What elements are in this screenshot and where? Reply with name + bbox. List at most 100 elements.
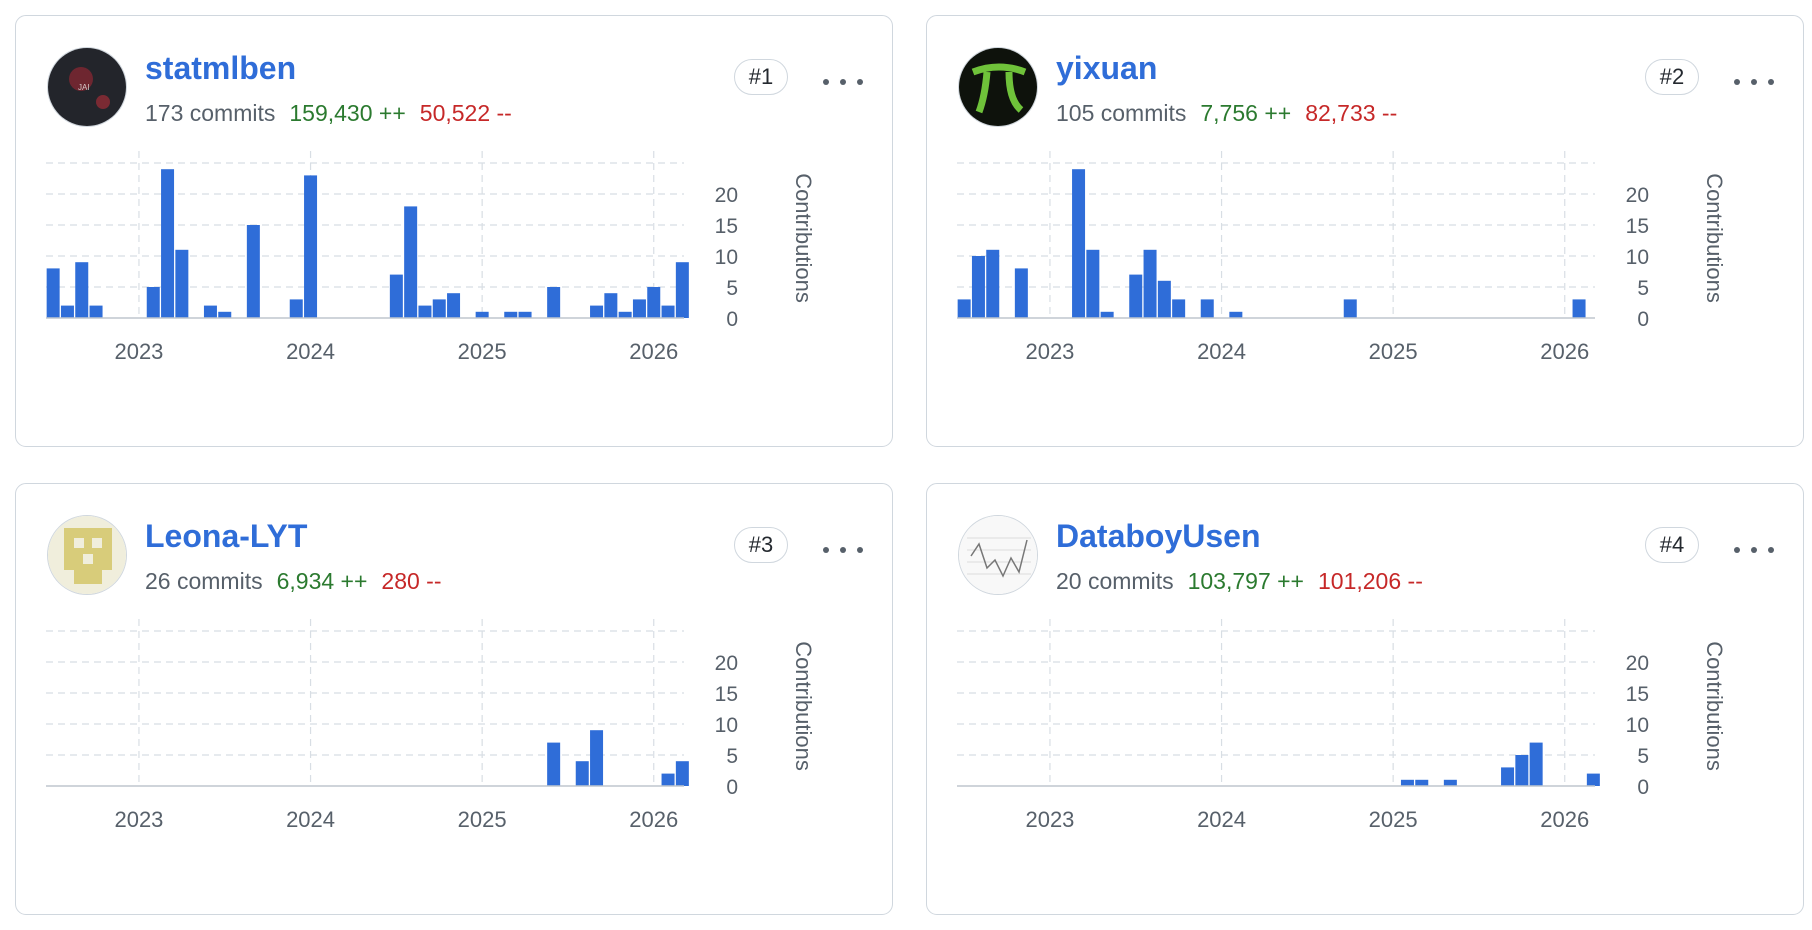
x-tick-label: 2024 (286, 807, 335, 832)
y-tick-label: 10 (715, 246, 738, 269)
more-options-icon[interactable] (1734, 72, 1774, 92)
username-link[interactable]: DataboyUsen (1056, 518, 1261, 554)
username-link[interactable]: Leona-LYT (145, 518, 308, 554)
y-tick-label: 15 (715, 683, 738, 706)
contribution-bar[interactable] (675, 262, 689, 318)
contribution-bar[interactable] (246, 225, 260, 318)
username-link[interactable]: yixuan (1056, 50, 1158, 86)
avatar[interactable] (958, 47, 1038, 127)
contribution-bar[interactable] (60, 305, 74, 318)
y-tick-label: 10 (715, 714, 738, 737)
more-options-icon[interactable] (823, 72, 863, 92)
y-axis-label: Contributions (791, 641, 816, 771)
y-tick-label: 20 (715, 652, 738, 675)
contribution-bar[interactable] (632, 299, 646, 318)
y-tick-label: 5 (726, 745, 738, 768)
contribution-bar[interactable] (1072, 169, 1086, 318)
y-tick-label: 0 (1637, 776, 1649, 799)
y-tick-label: 20 (1626, 652, 1649, 675)
contribution-bar[interactable] (46, 268, 60, 318)
rank-badge: #1 (734, 59, 788, 95)
contribution-bar[interactable] (1586, 773, 1600, 786)
contribution-bar[interactable] (289, 299, 303, 318)
contribution-bar[interactable] (590, 730, 604, 786)
avatar[interactable] (47, 515, 127, 595)
contribution-bar[interactable] (575, 761, 589, 786)
contribution-bar[interactable] (1343, 299, 1357, 318)
contribution-bar[interactable] (1014, 268, 1028, 318)
contribution-bar[interactable] (590, 305, 604, 318)
contribution-bar[interactable] (1572, 299, 1586, 318)
contributor-card: yixuan 105 commits 7,756 ++ 82,733 -- #2 2… (926, 15, 1804, 447)
contribution-bar[interactable] (604, 293, 618, 318)
y-tick-label: 15 (1626, 215, 1649, 238)
contribution-bar[interactable] (1100, 311, 1114, 318)
contribution-bar[interactable] (447, 293, 461, 318)
contribution-bar[interactable] (504, 311, 518, 318)
contribution-bar[interactable] (1415, 779, 1429, 786)
contribution-bar[interactable] (161, 169, 175, 318)
contribution-bar[interactable] (1157, 280, 1171, 318)
contribution-bar[interactable] (418, 305, 432, 318)
contribution-bar[interactable] (547, 287, 561, 318)
x-tick-label: 2024 (286, 339, 335, 364)
contribution-bar[interactable] (475, 311, 489, 318)
contribution-bar[interactable] (389, 274, 403, 318)
more-options-icon[interactable] (823, 540, 863, 560)
contribution-bar[interactable] (618, 311, 632, 318)
contribution-bar[interactable] (175, 249, 189, 318)
contribution-bar[interactable] (89, 305, 103, 318)
contribution-bar[interactable] (304, 175, 318, 318)
contribution-bar[interactable] (146, 287, 160, 318)
avatar[interactable]: JAI (47, 47, 127, 127)
x-tick-label: 2025 (1369, 339, 1418, 364)
contribution-bar[interactable] (1443, 779, 1457, 786)
contribution-bar[interactable] (1501, 767, 1515, 786)
contribution-bar[interactable] (518, 311, 532, 318)
contribution-bar[interactable] (404, 206, 418, 318)
contribution-bar[interactable] (218, 311, 232, 318)
contribution-bar[interactable] (1200, 299, 1214, 318)
y-tick-label: 5 (1637, 745, 1649, 768)
y-tick-label: 0 (1637, 308, 1649, 331)
contribution-bar[interactable] (547, 742, 561, 786)
additions-count: 7,756 ++ (1200, 100, 1292, 126)
contribution-bar[interactable] (971, 256, 985, 318)
contributor-stats: 173 commits 159,430 ++ 50,522 -- (145, 102, 512, 125)
contribution-bar[interactable] (661, 773, 675, 786)
avatar[interactable] (958, 515, 1038, 595)
y-tick-label: 0 (726, 776, 738, 799)
username-link[interactable]: statmlben (145, 50, 297, 86)
jai-avatar-icon: JAI (48, 48, 126, 126)
deletions-count: 50,522 -- (419, 100, 512, 126)
contribution-bar[interactable] (1086, 249, 1100, 318)
contribution-bar[interactable] (986, 249, 1000, 318)
contribution-bar[interactable] (957, 299, 971, 318)
additions-count: 103,797 ++ (1187, 568, 1304, 594)
contribution-chart: 2023 2024 2025 2026 0 5 10 15 20 Contributions (46, 151, 816, 364)
contribution-bar[interactable] (661, 305, 675, 318)
x-tick-label: 2025 (1369, 807, 1418, 832)
contribution-chart: 2023 2024 2025 2026 0 5 10 15 20 Contributions (957, 151, 1727, 364)
contribution-bar[interactable] (75, 262, 89, 318)
y-axis-label: Contributions (1702, 173, 1727, 303)
contribution-bar[interactable] (675, 761, 689, 786)
more-options-icon[interactable] (1734, 540, 1774, 560)
contribution-bar[interactable] (432, 299, 446, 318)
x-tick-label: 2023 (1025, 807, 1074, 832)
x-tick-label: 2024 (1197, 339, 1246, 364)
contributor-card: DataboyUsen 20 commits 103,797 ++ 101,206 … (926, 483, 1804, 915)
contribution-bar[interactable] (1229, 311, 1243, 318)
x-tick-label: 2026 (629, 807, 678, 832)
contribution-bar[interactable] (203, 305, 217, 318)
contribution-bar[interactable] (1129, 274, 1143, 318)
contribution-bar[interactable] (1529, 742, 1543, 786)
line-plot-avatar-icon (959, 516, 1037, 594)
commit-count: 105 commits (1056, 100, 1187, 126)
contribution-bar[interactable] (647, 287, 661, 318)
contribution-bar[interactable] (1172, 299, 1186, 318)
contributor-card: Leona-LYT 26 commits 6,934 ++ 280 -- #3 20… (15, 483, 893, 915)
contribution-bar[interactable] (1400, 779, 1414, 786)
contribution-bar[interactable] (1143, 249, 1157, 318)
contribution-bar[interactable] (1515, 755, 1529, 786)
